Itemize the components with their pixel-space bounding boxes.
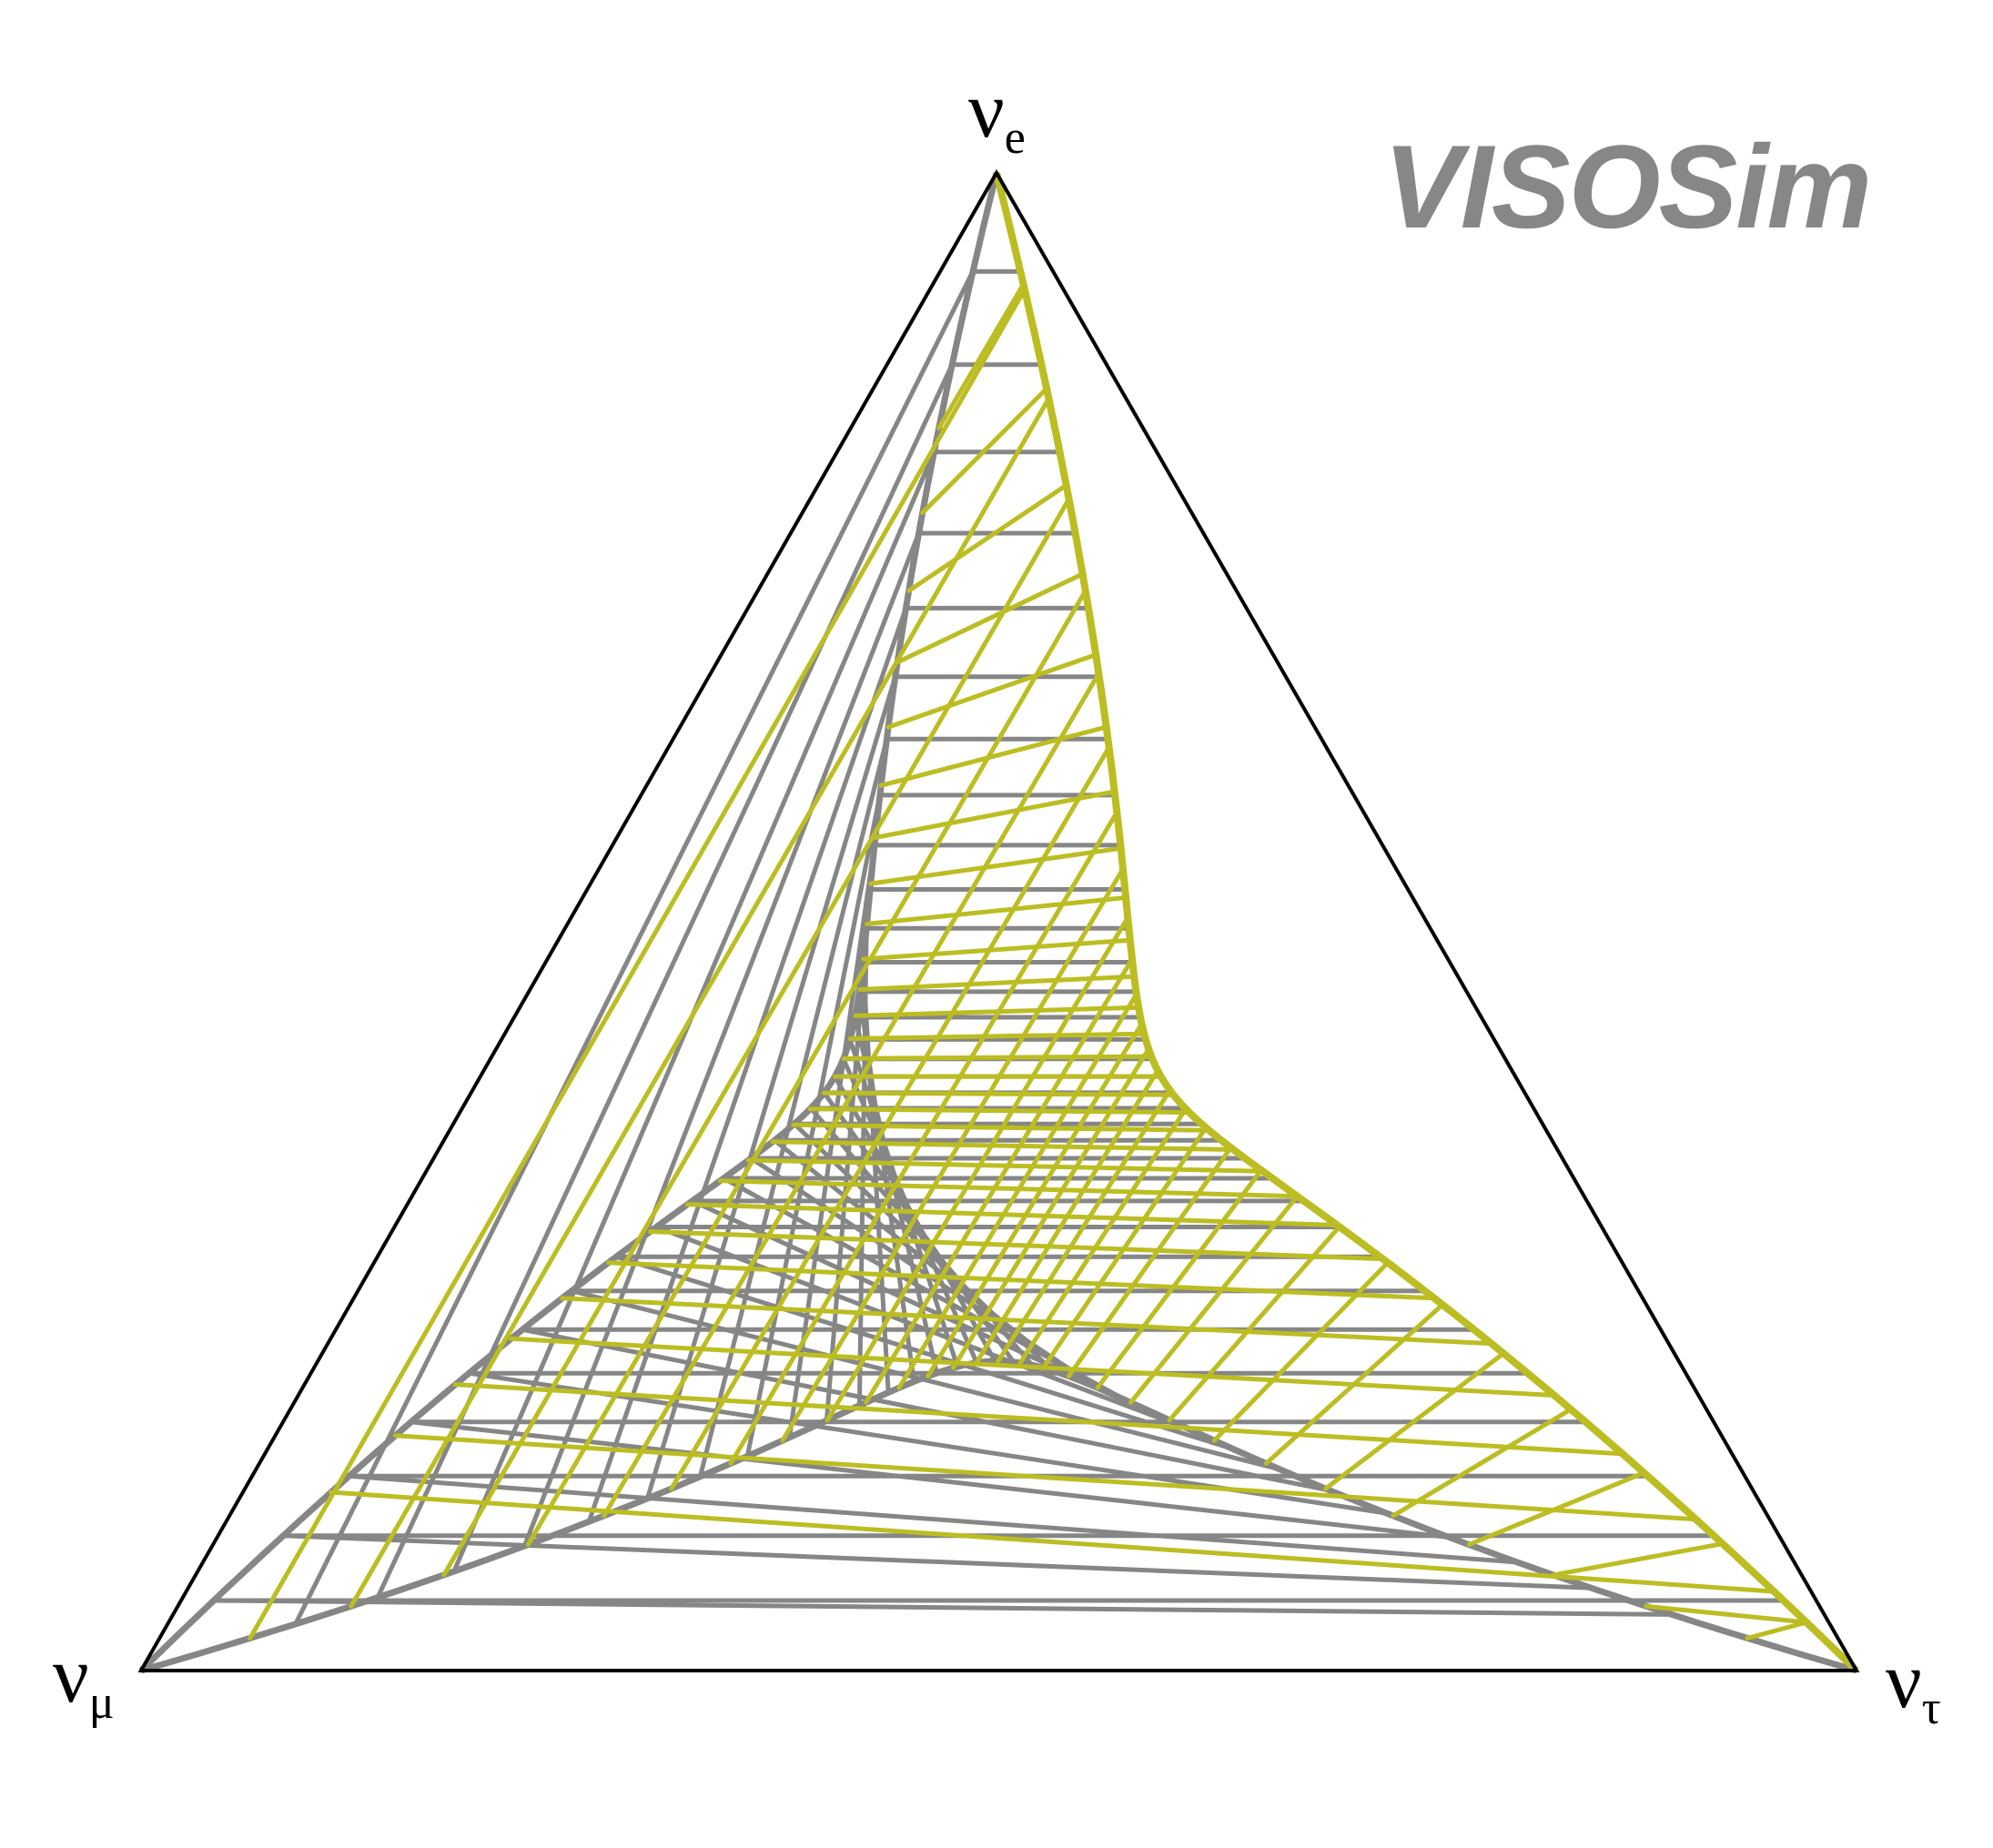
mesh-chord [1211,1260,1391,1443]
nu-symbol: ν [968,66,1005,155]
mesh-chord [748,1156,1101,1391]
mesh-chord [1095,1167,1264,1390]
vertex-label-nu-mu: νμ [53,1636,115,1727]
brand-logo-text: VISOSim [1383,120,1872,253]
triangle-outline [137,168,1860,1672]
mesh-chord [613,1254,1237,1452]
mesh-chord [409,1419,1452,1540]
mesh-chord [868,845,1124,886]
mesh-chord [280,1533,1594,1590]
mesh-chord [1323,1350,1506,1491]
mesh-envelope [993,172,1859,1673]
subscript-tau: τ [1921,1682,1941,1734]
mesh-chord [606,1260,1437,1301]
mesh-chord [895,571,1086,665]
mesh-chord [1391,1407,1573,1519]
mesh-chord [684,1202,1340,1227]
mesh-chord [248,287,1027,1641]
mesh-chord [1128,1194,1300,1405]
mesh-chord [864,956,1135,1405]
mesh-chord [393,1433,1698,1522]
mesh-chord [525,588,1088,1548]
mesh-chord [329,1490,1776,1594]
mesh-chord [821,1090,1176,1097]
mesh-chord [746,1157,1266,1174]
mesh-chord [1551,1541,1725,1578]
mesh-chord [1644,1603,1809,1625]
mesh-chord [509,1336,1557,1398]
mesh-chord [211,1598,1674,1617]
mesh-chord [293,268,976,1627]
mesh-chord [951,1046,1151,1370]
mesh-chord [791,1122,1212,1133]
mesh-chord [847,1031,1147,1041]
mesh-chord [349,396,1051,1609]
mesh-chord [1167,1224,1342,1423]
nu-symbol: ν [1886,1637,1922,1725]
mesh-chord [996,1087,1172,1364]
vertex-label-nu-e: νe [968,71,1026,162]
mesh-chord [721,1176,1129,1403]
mesh-chord [586,605,908,1524]
mesh-chord [1066,1145,1233,1378]
mesh-chord [853,1005,1141,1018]
nu-symbol: ν [53,1631,89,1720]
mesh-chord [669,744,1112,1491]
mesh-chord [770,1139,1236,1152]
mesh-chord [653,1225,1196,1434]
mesh-envelope [140,1358,1857,1674]
mesh-chord [780,866,1126,1443]
mesh-chord [807,1106,1192,1116]
mesh-chord [865,895,1128,926]
mesh-chord [936,281,1027,431]
vertex-label-nu-tau: ντ [1886,1641,1941,1732]
mesh-chord [717,1178,1300,1199]
mesh-chord [906,482,1069,593]
mesh-chord [441,497,1072,1578]
gray-chord-mesh [138,172,1857,1674]
mesh-chord [520,1327,1333,1493]
mesh-chord [920,386,1049,515]
mesh-chord [825,914,1130,1423]
mesh-chord [452,1382,1625,1457]
mesh-chord [648,1229,1386,1262]
mesh-chord [841,1054,1154,1061]
mesh-chord [857,974,1137,992]
mesh-chord [878,724,1109,788]
mesh-chord [861,937,1133,962]
mesh-chord [873,789,1118,840]
mesh-chord [560,1296,1494,1347]
mesh-chord [885,652,1098,730]
mesh-chord [347,1473,1520,1565]
yellow-chord-mesh [248,172,1859,1673]
mesh-chord [1745,1620,1809,1641]
subscript-mu: μ [88,1677,115,1729]
mesh-chord [521,530,922,1549]
subscript-e: e [1004,112,1026,164]
